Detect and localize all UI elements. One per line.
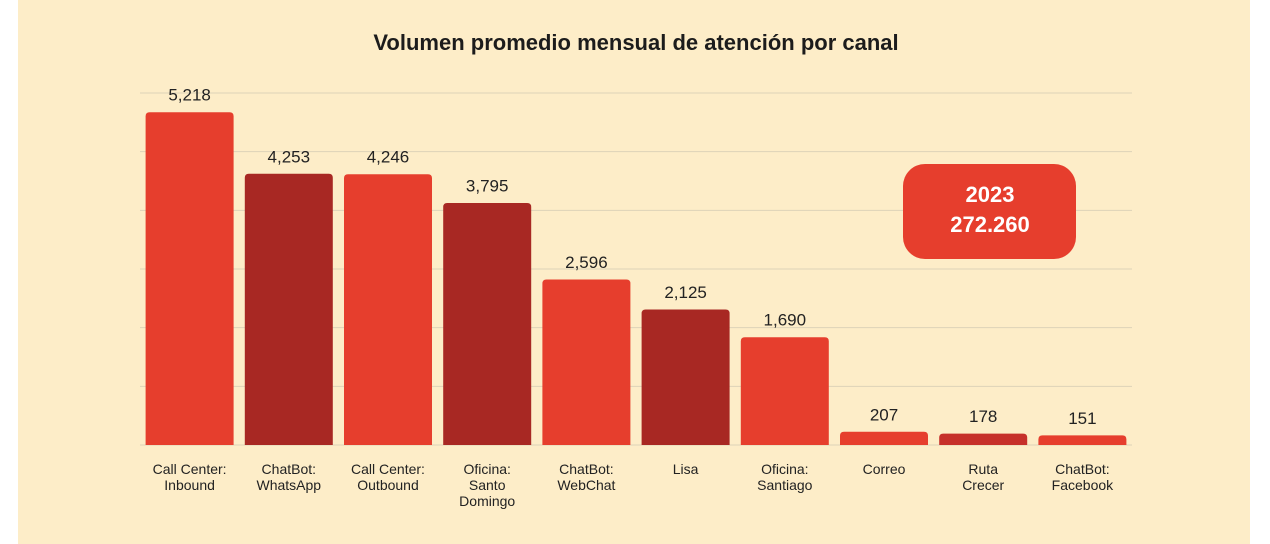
bar: [740, 337, 829, 445]
bar: [542, 279, 631, 445]
x-tick-label: Correo: [863, 461, 906, 477]
x-tick-label: Oficina: Santo Domingo: [459, 461, 515, 509]
bar: [344, 174, 432, 445]
x-tick-label: Lisa: [673, 461, 699, 477]
value-label: 3,795: [466, 176, 509, 195]
value-label: 151: [1068, 409, 1096, 428]
value-label: 207: [870, 405, 898, 424]
x-tick-label: Call Center: Inbound: [153, 461, 227, 493]
bar: [939, 433, 1028, 445]
x-tick-label: ChatBot: WhatsApp: [257, 461, 322, 493]
x-tick-label: ChatBot: Facebook: [1052, 461, 1114, 493]
bar: [641, 309, 730, 445]
x-tick-label: ChatBot: WebChat: [557, 461, 615, 493]
annotation-text: 2023: [966, 182, 1015, 207]
value-label: 2,125: [664, 283, 707, 302]
bar: [244, 173, 333, 446]
value-label: 4,246: [367, 148, 410, 167]
bar: [840, 431, 928, 445]
x-tick-label: Ruta Crecer: [962, 461, 1004, 493]
value-label: 5,218: [168, 86, 211, 105]
annotation-box: [903, 164, 1076, 259]
value-label: 4,253: [268, 147, 311, 166]
bar: [443, 203, 532, 445]
value-label: 1,690: [764, 311, 807, 330]
bar: [1038, 435, 1127, 445]
chart-title: Volumen promedio mensual de atención por…: [373, 30, 898, 55]
x-tick-label: Call Center: Outbound: [351, 461, 425, 493]
value-label: 178: [969, 407, 997, 426]
value-label: 2,596: [565, 253, 608, 272]
annotation-text: 272.260: [950, 212, 1030, 237]
bar: [145, 112, 234, 446]
x-tick-label: Oficina: Santiago: [757, 461, 812, 493]
